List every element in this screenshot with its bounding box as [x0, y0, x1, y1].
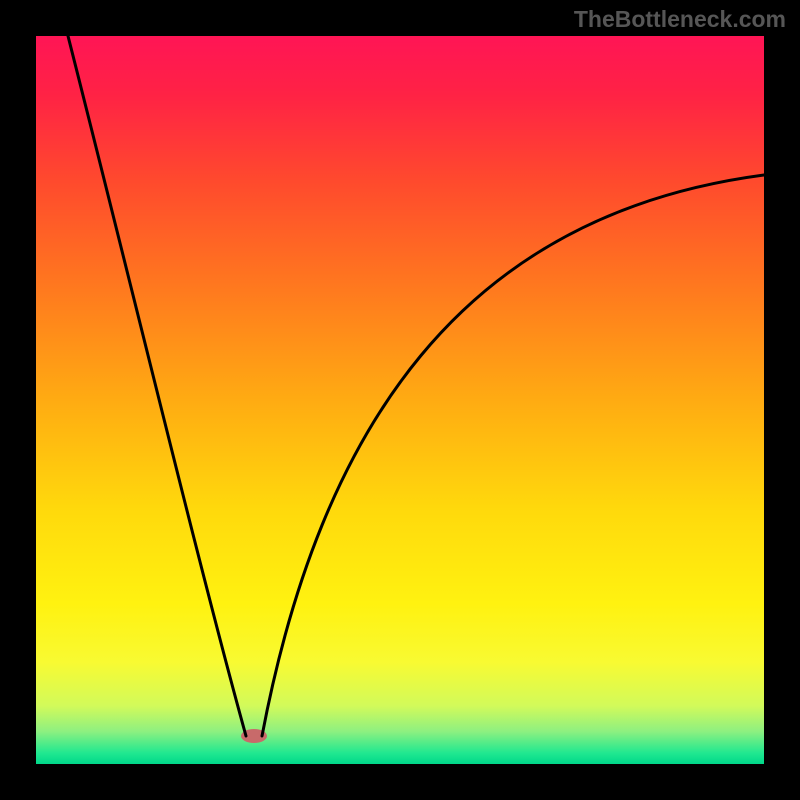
chart-container: TheBottleneck.com [0, 0, 800, 800]
bottleneck-chart [0, 0, 800, 800]
watermark-text: TheBottleneck.com [574, 6, 786, 33]
chart-background [36, 36, 764, 764]
